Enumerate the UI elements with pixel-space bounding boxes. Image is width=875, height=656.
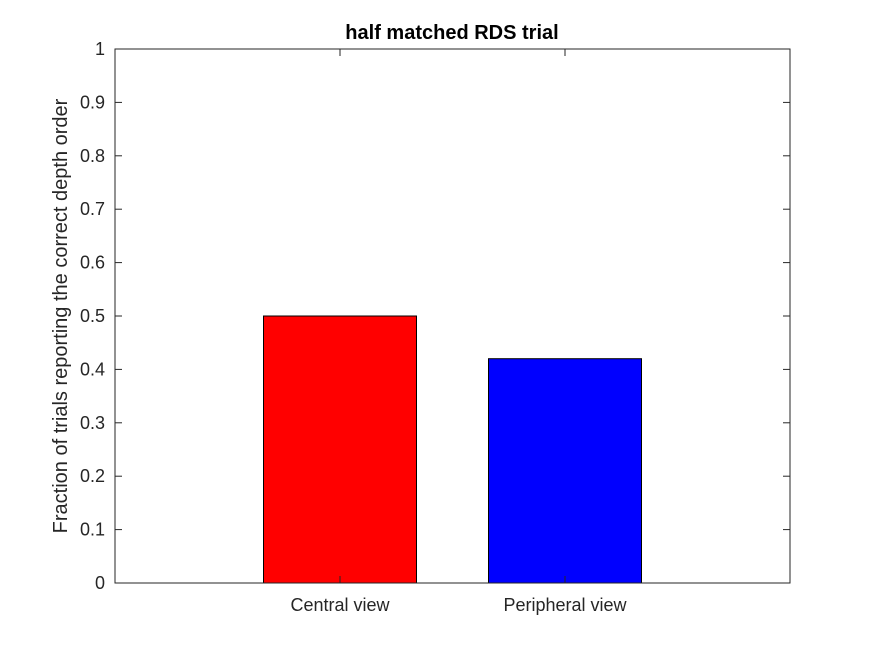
x-tick-label: Peripheral view xyxy=(503,595,627,615)
y-tick-label: 0.5 xyxy=(80,306,105,326)
y-tick-label: 0.4 xyxy=(80,359,105,379)
bar-central-view xyxy=(263,315,417,584)
y-tick-label: 0.8 xyxy=(80,146,105,166)
x-tick-label: Central view xyxy=(290,595,390,615)
bar-peripheral-view xyxy=(488,358,642,584)
y-axis-label: Fraction of trials reporting the correct… xyxy=(50,98,72,533)
y-tick-label: 0.6 xyxy=(80,253,105,273)
y-tick-label: 0 xyxy=(95,573,105,593)
y-tick-label: 1 xyxy=(95,39,105,59)
chart-title: half matched RDS trial xyxy=(345,22,558,44)
plot-area xyxy=(115,49,790,583)
y-tick-label: 0.7 xyxy=(80,199,105,219)
bars-group xyxy=(263,315,642,584)
y-tick-label: 0.9 xyxy=(80,92,105,112)
y-tick-label: 0.2 xyxy=(80,466,105,486)
y-tick-label: 0.3 xyxy=(80,413,105,433)
ticks-group: Central view Peripheral view 0 0.1 0.2 0.3 0.4… xyxy=(80,39,790,615)
y-tick-label: 0.1 xyxy=(80,520,105,540)
